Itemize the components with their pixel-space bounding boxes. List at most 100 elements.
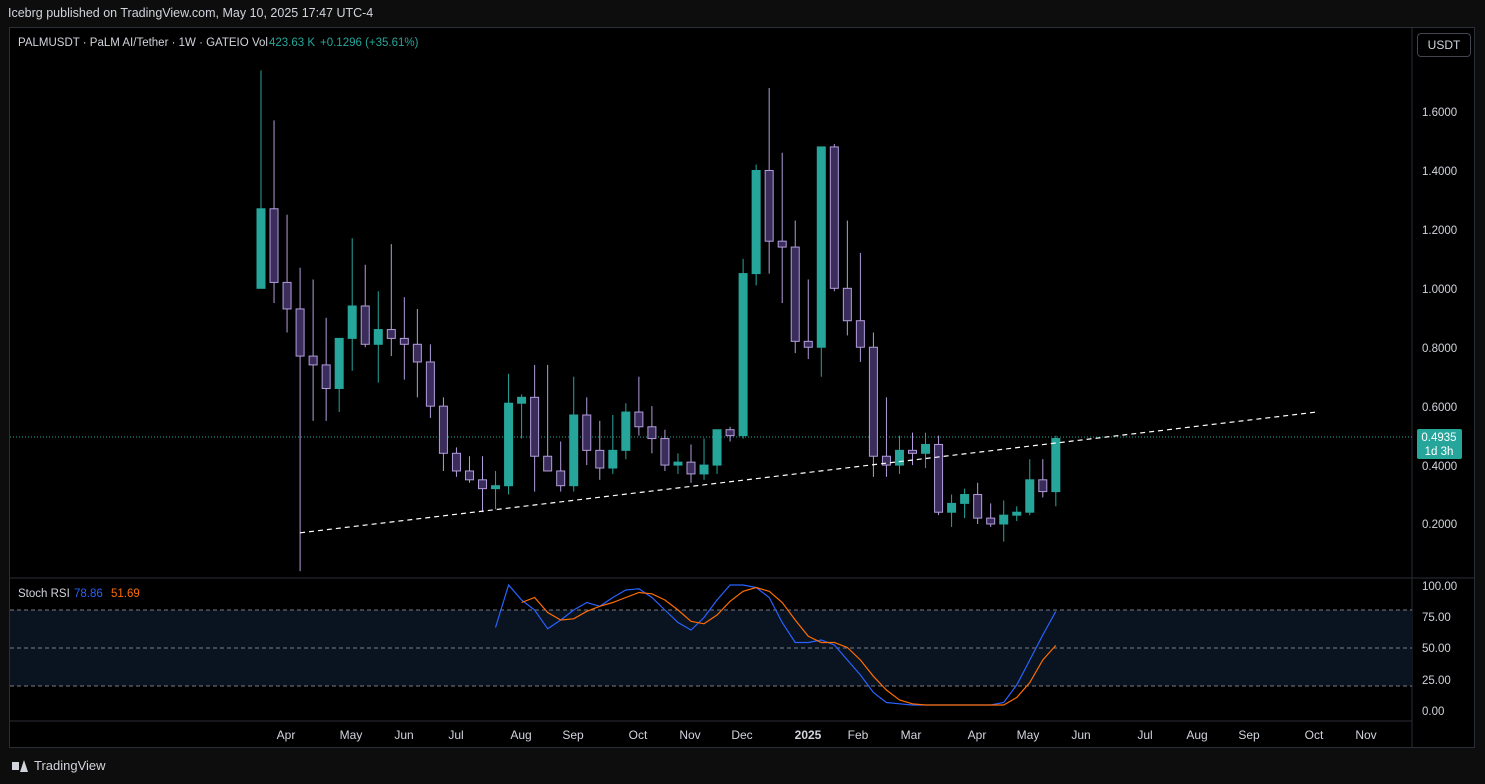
candle-body [530,396,540,457]
time-tick: Oct [629,728,648,742]
candle-body [608,449,618,469]
candle-body [451,452,461,472]
time-tick: Apr [968,728,987,742]
time-tick: Feb [848,728,869,742]
time-tick: Nov [679,728,700,742]
candle-body [425,361,435,407]
current-price-label: 0.4935 [1421,432,1456,444]
vol-value: 423.63 K [269,37,315,49]
price-axis[interactable]: 1.6000 1.4000 1.2000 1.0000 0.8000 0.600… [1422,107,1457,531]
candle-body [1051,438,1061,493]
time-tick: Apr [277,728,296,742]
candle-body [595,449,605,469]
time-tick: Oct [1305,728,1324,742]
price-change: +0.1296 (+35.61%) [320,37,419,49]
time-tick: Jun [394,728,413,742]
time-tick: Mar [901,728,922,742]
trendline-layer[interactable] [300,411,1317,534]
time-tick: Aug [510,728,531,742]
candle-body [960,494,970,504]
candle-body [777,240,787,248]
candle-body [921,443,931,454]
candle-body [269,208,279,283]
candle-body [790,246,800,342]
time-tick: 2025 [795,728,822,742]
price-tick: 1.4000 [1422,166,1457,178]
candle-body [934,443,944,513]
stoch-title: Stoch RSI [18,588,70,600]
price-tick: 1.2000 [1422,225,1457,237]
candle-body [725,429,735,437]
candle-body [491,485,501,490]
price-tick: 0.2000 [1422,519,1457,531]
candle-body [816,146,826,348]
candle-body [478,479,488,490]
time-tick: May [1017,728,1040,742]
currency-button[interactable]: USDT [1417,33,1471,57]
candle-body [308,355,318,366]
candle-body [373,329,383,345]
price-tick: 0.4000 [1422,461,1457,473]
candle-body [712,429,722,466]
time-tick: Sep [1238,728,1260,742]
candle-body [660,438,670,466]
publish-caption: Icebrg published on TradingView.com, May… [8,6,374,20]
time-tick: Sep [562,728,584,742]
price-tick: 0.6000 [1422,402,1457,414]
candle-body [829,146,839,289]
candle-body [1025,479,1035,513]
stoch-tick: 75.00 [1422,612,1451,624]
tradingview-logo-icon [12,759,28,772]
price-tick: 1.0000 [1422,284,1457,296]
price-tick: 1.6000 [1422,107,1457,119]
candle-body [582,414,592,451]
candle-body [1038,479,1048,493]
candle-body [868,346,878,457]
candle-body [908,449,917,454]
candle-body [464,470,474,481]
stoch-k-value: 78.86 [74,588,103,600]
stoch-d-value: 51.69 [111,588,140,600]
stoch-d-line [521,586,1057,706]
trendline[interactable] [300,411,1317,534]
candle-body [569,414,579,487]
time-tick: May [340,728,363,742]
candle-body [764,169,774,242]
candle-body [855,320,865,348]
candle-body [842,287,852,322]
candle-body [360,305,370,345]
candle-body [973,494,983,519]
candlestick-series [256,70,1061,572]
candle-body [1012,511,1022,516]
time-axis[interactable]: Apr May Jun Jul Aug Sep Oct Nov Dec 2025… [277,728,1377,742]
time-tick: Nov [1355,728,1376,742]
stoch-tick: 25.00 [1422,675,1451,687]
candle-body [334,337,344,389]
footer-brand[interactable]: TradingView [12,758,106,773]
candle-body [947,502,957,513]
stoch-rsi-series [494,583,1057,706]
current-price-badge [1417,429,1462,459]
stoch-axis[interactable]: 100.00 75.00 50.00 25.00 0.00 [1422,581,1457,718]
candle-body [803,340,813,348]
candle-body [738,273,748,437]
candle-body [256,208,266,289]
stoch-tick: 0.00 [1422,706,1444,718]
vol-label: Vol [252,37,268,49]
candle-body [556,470,566,487]
time-tick: Aug [1186,728,1207,742]
candle-body [295,308,305,357]
candle-body [321,364,331,389]
candle-body [504,402,514,487]
stoch-tick: 100.00 [1422,581,1457,593]
time-tick: Dec [731,728,752,742]
candle-body [634,411,644,428]
candle-body [621,411,631,451]
candle-body [673,461,683,466]
footer-label: TradingView [34,758,106,773]
candle-body [438,405,448,454]
candle-body [412,343,422,363]
candle-body [282,281,292,310]
time-tick: Jul [1137,728,1152,742]
